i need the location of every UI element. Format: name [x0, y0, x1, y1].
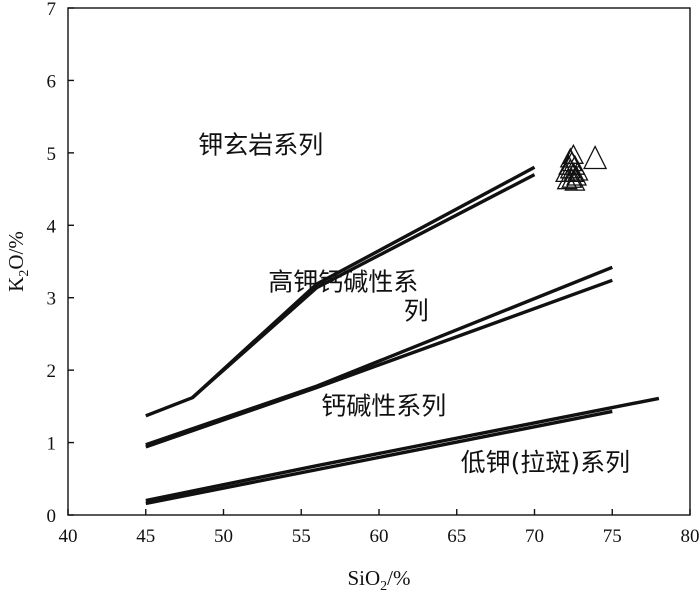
x-tick-label: 40 [59, 526, 78, 547]
field-label-4: 钙碱性系列 [321, 391, 446, 420]
field-label-3: 列 [404, 296, 429, 325]
x-tick-label: 65 [447, 526, 466, 547]
sample-triangle [567, 160, 589, 181]
sample-triangle [564, 170, 586, 191]
y-tick-label: 3 [47, 289, 57, 310]
x-axis-title: SiO2/% [347, 566, 410, 592]
y-tick-label: 1 [47, 434, 57, 455]
series-lines [145, 165, 660, 506]
boundary-line-4 [145, 278, 613, 449]
boundary-line-2 [191, 173, 536, 399]
x-tick-label: 70 [525, 526, 544, 547]
sample-markers [555, 143, 608, 191]
y-tick-label: 7 [47, 0, 57, 20]
boundary-line-5 [145, 396, 660, 503]
y-tick-label: 0 [47, 506, 57, 527]
y-tick-label: 4 [47, 216, 57, 237]
field-label-2: 高钾钙碱性系 [268, 268, 418, 297]
x-tick-label: 50 [214, 526, 233, 547]
sample-triangle [583, 145, 608, 170]
y-tick-label: 2 [47, 361, 57, 382]
sample-triangle [556, 169, 578, 190]
y-tick-label: 5 [47, 144, 57, 165]
sample-triangle [559, 147, 581, 168]
sample-triangle [562, 143, 584, 164]
field-label-5: 低钾(拉斑)系列 [461, 448, 631, 477]
x-tick-label: 55 [292, 526, 311, 547]
x-tick-label: 75 [603, 526, 622, 547]
boundary-line-6 [145, 409, 613, 506]
x-tick-label: 80 [681, 526, 700, 547]
y-tick-label: 6 [47, 71, 57, 92]
x-tick-label: 45 [136, 526, 155, 547]
field-label-1: 钾玄岩系列 [198, 131, 323, 160]
y-axis-title: K2O/% [4, 231, 32, 292]
sample-triangle [561, 167, 583, 188]
x-tick-label: 60 [370, 526, 389, 547]
sample-triangle [565, 165, 588, 186]
